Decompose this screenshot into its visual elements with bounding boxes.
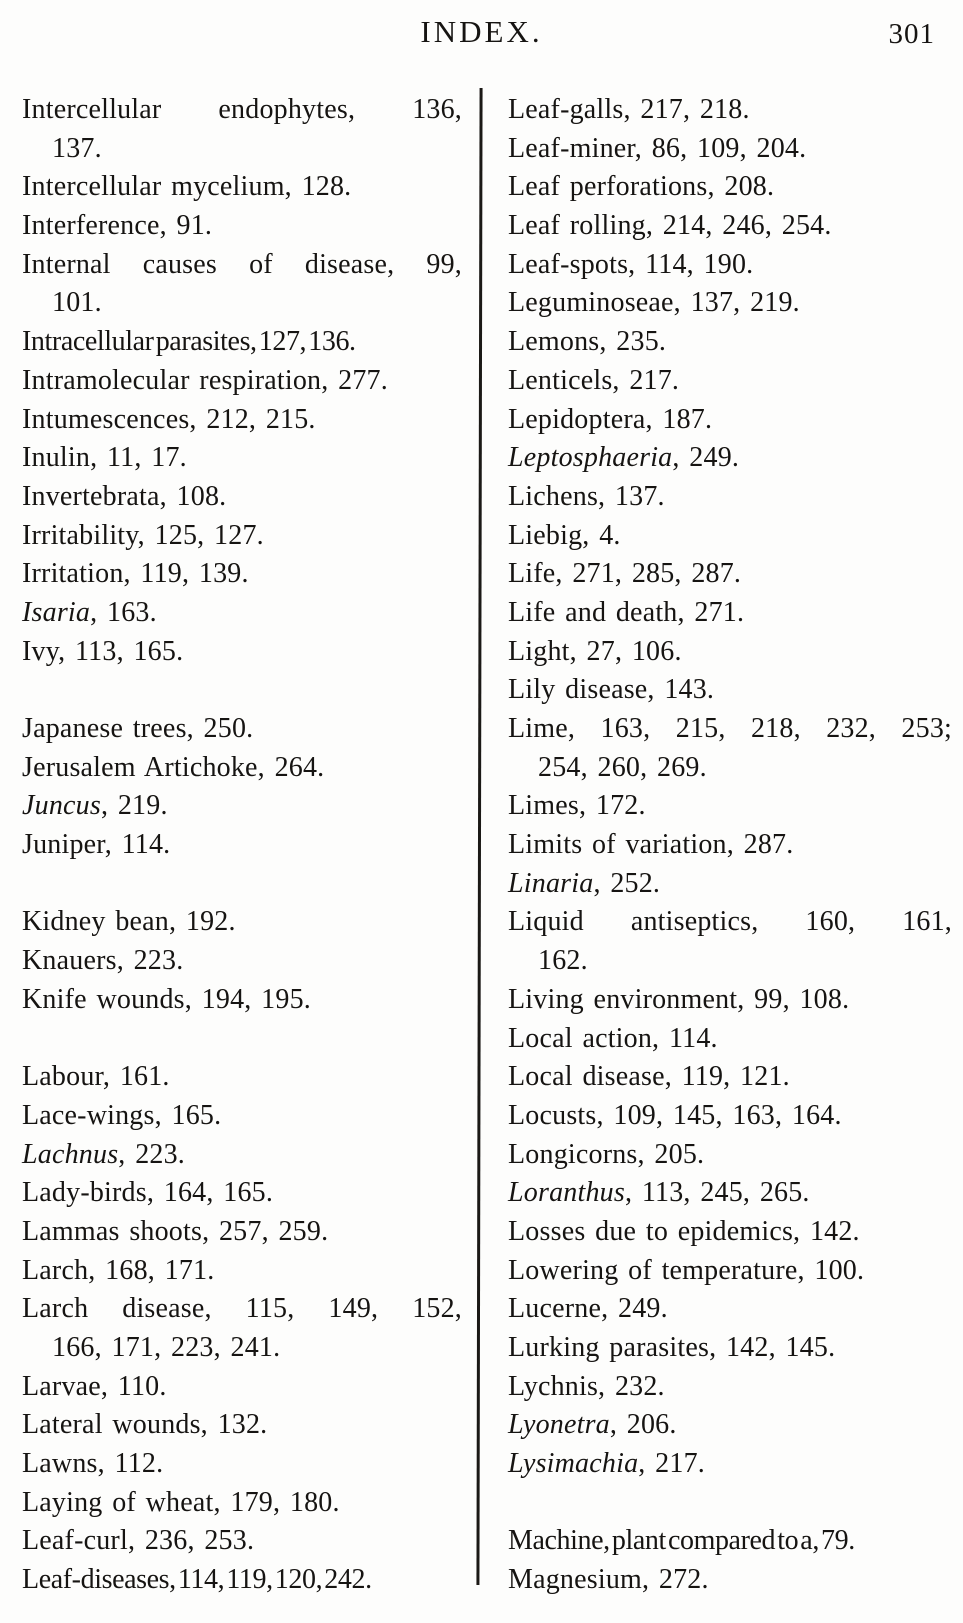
index-term-italic: Loranthus	[508, 1177, 625, 1209]
index-entry: Lepidoptera, 187.	[508, 403, 713, 435]
index-entry: Lachnus, 223.	[22, 1138, 185, 1170]
index-entry: Limes, 172.	[508, 790, 646, 822]
index-entry: Juncus, 219.	[22, 790, 168, 822]
index-entry: Lammas shoots, 257, 259.	[22, 1215, 329, 1247]
index-entry: Local disease, 119, 121.	[508, 1061, 790, 1093]
index-entry: Losses due to epidemics, 142.	[508, 1215, 860, 1247]
index-entry: Labour, 161.	[22, 1061, 170, 1093]
index-term-italic: Juncus	[22, 790, 101, 822]
index-term-italic: Linaria	[508, 867, 594, 899]
blank-line	[22, 865, 462, 904]
index-entry: Larvae, 110.	[22, 1370, 167, 1402]
page-title: INDEX.	[420, 14, 543, 49]
index-entry: Inulin, 11, 17.	[22, 442, 187, 474]
index-entry: Intramolecular respiration, 277.	[22, 364, 388, 396]
index-entry: Lychnis, 232.	[508, 1370, 665, 1402]
index-entry: Lucerne, 249.	[508, 1293, 668, 1325]
index-term-italic: Lysimachia	[508, 1448, 639, 1480]
index-entry-continuation: 162.	[538, 945, 588, 977]
index-entry: Lily disease, 143.	[508, 674, 715, 706]
index-column-right: Leaf-galls, 217, 218. Leaf-miner, 86, 109…	[508, 91, 952, 1600]
index-entry: Leaf-diseases, 114, 119, 120, 242.	[22, 1564, 372, 1596]
index-entry: Leaf-galls, 217, 218.	[508, 94, 750, 125]
index-entry-continuation: 254, 260, 269.	[538, 751, 707, 783]
index-term-italic: Leptosphaeria	[508, 442, 673, 474]
blank-line	[22, 1020, 462, 1059]
index-entry-continuation: 101.	[52, 287, 102, 319]
index-entry: Magnesium, 272.	[508, 1564, 709, 1596]
page-number: 301	[888, 18, 935, 50]
index-entry: Knife wounds, 194, 195.	[22, 983, 311, 1015]
index-entry: Intracellular parasites, 127, 136.	[22, 326, 356, 358]
index-entry: Light, 27, 106.	[508, 635, 682, 667]
index-term-italic: Isaria	[22, 596, 91, 628]
index-entry: Laying of wheat, 179, 180.	[22, 1486, 340, 1518]
index-entry: Local action, 114.	[508, 1022, 718, 1054]
index-entry: Japanese trees, 250.	[22, 713, 254, 744]
index-entry: Knauers, 223.	[22, 945, 184, 977]
index-entry: Lyonetra, 206.	[508, 1409, 677, 1441]
index-entry: Leaf rolling, 214, 246, 254.	[508, 210, 832, 242]
index-entry: Lemons, 235.	[508, 326, 667, 358]
index-entry: Larch disease, 115, 149, 152,	[22, 1293, 462, 1325]
index-entry: Limits of variation, 287.	[508, 829, 794, 861]
index-entry: Leaf-miner, 86, 109, 204.	[508, 132, 807, 164]
index-entry: Machine, plant compared to a, 79.	[508, 1525, 855, 1557]
index-entry: Irritability, 125, 127.	[22, 519, 264, 551]
index-entry: Leptosphaeria, 249.	[508, 442, 740, 474]
index-entry: Leaf perforations, 208.	[508, 171, 775, 203]
index-entry: Juniper, 114.	[22, 829, 171, 861]
index-entry: Lawns, 112.	[22, 1448, 164, 1480]
index-entry-continuation: 137.	[52, 132, 102, 164]
index-entry: Lowering of temperature, 100.	[508, 1254, 865, 1286]
index-entry: Lace-wings, 165.	[22, 1099, 222, 1131]
index-entry-continuation: 166, 171, 223, 241.	[52, 1332, 281, 1363]
index-entry: Irritation, 119, 139.	[22, 558, 249, 590]
column-divider-rule	[476, 87, 483, 1586]
index-entry: Lime, 163, 215, 218, 232, 253;	[508, 713, 952, 744]
index-entry: Isaria, 163.	[22, 596, 157, 628]
index-entry: Jerusalem Artichoke, 264.	[22, 751, 325, 783]
blank-line	[22, 671, 462, 710]
index-entry: Lateral wounds, 132.	[22, 1409, 268, 1441]
index-entry: Lady-birds, 164, 165.	[22, 1177, 274, 1209]
blank-line	[508, 1484, 952, 1523]
index-entry: Linaria, 252.	[508, 867, 661, 899]
index-entry: Kidney bean, 192.	[22, 906, 236, 938]
index-entry: Intercellular mycelium, 128.	[22, 171, 352, 203]
index-term-italic: Lachnus	[22, 1138, 119, 1170]
index-entry: Leaf-curl, 236, 253.	[22, 1525, 255, 1557]
index-entry: Locusts, 109, 145, 163, 164.	[508, 1099, 842, 1131]
index-entry: Liebig, 4.	[508, 519, 621, 551]
index-entry: Loranthus, 113, 245, 265.	[508, 1177, 810, 1209]
index-entry: Lysimachia, 217.	[508, 1448, 705, 1480]
index-entry: Liquid antiseptics, 160, 161,	[508, 906, 952, 938]
index-entry: Life, 271, 285, 287.	[508, 558, 742, 590]
index-entry: Longicorns, 205.	[508, 1138, 705, 1170]
index-entry: Life and death, 271.	[508, 596, 745, 628]
index-term-italic: Lyonetra	[508, 1409, 610, 1441]
index-entry: Interference, 91.	[22, 210, 213, 242]
index-entry: Lichens, 137.	[508, 480, 665, 512]
index-entry: Invertebrata, 108.	[22, 480, 227, 512]
index-column-left: Intercellular endophytes, 136, 137. Interc…	[22, 91, 462, 1600]
index-entry: Intumescences, 212, 215.	[22, 403, 316, 435]
index-entry: Larch, 168, 171.	[22, 1254, 215, 1286]
index-entry: Lurking parasites, 142, 145.	[508, 1332, 836, 1363]
index-entry: Internal causes of disease, 99,	[22, 248, 462, 280]
index-entry: Lenticels, 217.	[508, 364, 680, 396]
index-entry: Intercellular endophytes, 136,	[22, 94, 462, 125]
index-entry: Ivy, 113, 165.	[22, 635, 184, 667]
index-entry: Leaf-spots, 114, 190.	[508, 248, 754, 280]
index-entry: Leguminoseae, 137, 219.	[508, 287, 800, 319]
index-entry: Living environment, 99, 108.	[508, 983, 850, 1015]
